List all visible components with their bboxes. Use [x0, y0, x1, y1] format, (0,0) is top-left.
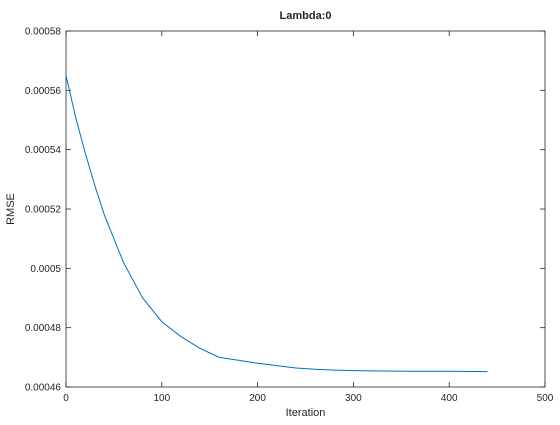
- y-tick-label: 0.00056: [25, 86, 62, 97]
- x-tick-label: 200: [249, 393, 266, 404]
- y-axis-label: RMSE: [5, 193, 17, 225]
- x-tick-label: 400: [441, 393, 458, 404]
- x-tick-label: 0: [63, 393, 69, 404]
- x-tick-label: 100: [153, 393, 170, 404]
- series-group: [65, 75, 488, 373]
- y-tick-label: 0.00048: [25, 323, 62, 334]
- y-tick-label: 0.00052: [25, 205, 62, 216]
- x-axis-label: Iteration: [286, 407, 326, 419]
- y-tick-label: 0.00046: [25, 383, 62, 394]
- y-tick-label: 0.00058: [25, 27, 62, 38]
- plot-area: [65, 30, 546, 388]
- x-tick-label: 300: [345, 393, 362, 404]
- y-tick-label: 0.0005: [30, 264, 61, 275]
- y-tick-label: 0.00054: [25, 145, 62, 156]
- chart-title: Lambda:0: [280, 10, 332, 22]
- axis-ticks: 0 100 200 300 400 500 0.00046 0.00048 0.0005 0.00…: [25, 27, 554, 405]
- x-tick-label: 500: [537, 393, 554, 404]
- series-line: [65, 75, 488, 373]
